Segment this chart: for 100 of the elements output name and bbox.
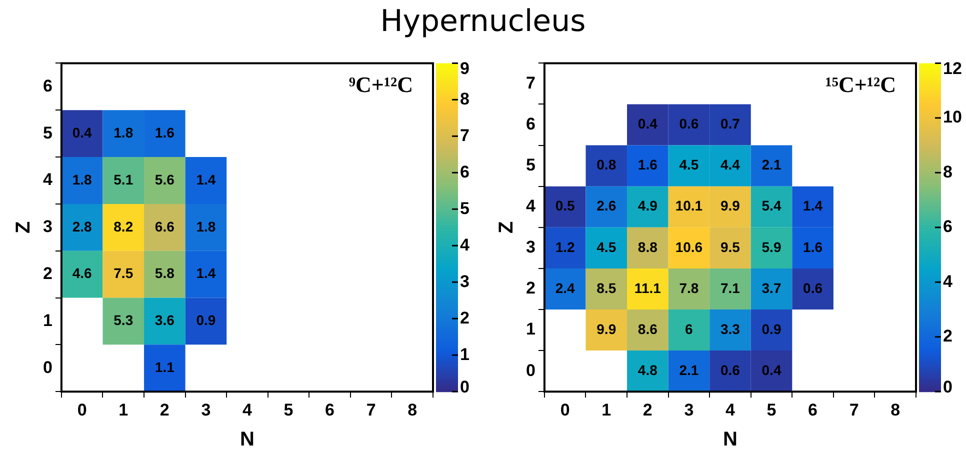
data-label: 0.4 [638, 116, 658, 132]
data-label: 6 [685, 320, 694, 337]
y-tick-label: 2 [526, 278, 536, 298]
y-axis-title: Z [12, 221, 35, 234]
color-bar-label: 2 [943, 326, 952, 346]
color-bar-label: 7 [460, 126, 470, 145]
x-tick-label: 6 [325, 400, 335, 420]
y-tick-label: 1 [526, 320, 536, 339]
data-label: 6.6 [154, 218, 175, 234]
data-label: 5.9 [762, 238, 782, 255]
color-bar-label: 5 [460, 198, 470, 218]
y-tick-label: 1 [42, 310, 52, 330]
x-tick-label: 5 [284, 400, 294, 420]
data-label: 8.6 [638, 320, 658, 337]
color-bar-label: 12 [943, 58, 962, 78]
data-label: 1.2 [555, 238, 576, 255]
data-label: 3.6 [154, 312, 175, 328]
x-tick-label: 5 [766, 400, 776, 420]
data-label: 9.5 [720, 238, 740, 255]
x-tick-label: 1 [602, 400, 612, 420]
data-label: 5.8 [154, 265, 175, 282]
color-bar-label: 0 [460, 377, 470, 396]
y-tick-label: 3 [42, 217, 52, 236]
x-axis-title: N [723, 428, 738, 451]
color-bar-label: 8 [460, 89, 470, 108]
y-tick-label: 4 [42, 170, 53, 190]
data-label: 1.8 [196, 218, 216, 234]
data-label: 8.8 [638, 238, 658, 255]
x-tick-label: 2 [642, 400, 652, 420]
y-tick-label: 5 [526, 156, 536, 175]
y-tick-label: 4 [526, 196, 536, 216]
data-label: 2.8 [72, 218, 92, 234]
data-label: 1.8 [114, 124, 134, 140]
data-label: 0.8 [596, 156, 616, 173]
data-label: 1.4 [803, 198, 823, 214]
data-label: 11.1 [634, 280, 662, 296]
data-label: 10.1 [675, 198, 703, 214]
color-bar-label: 10 [943, 108, 962, 127]
x-tick-label: 6 [808, 400, 818, 420]
x-tick-label: 7 [849, 400, 859, 420]
x-tick-label: 4 [725, 400, 736, 420]
data-label: 2.1 [762, 156, 782, 173]
data-label: 0.7 [720, 116, 740, 132]
y-tick-label: 0 [526, 360, 536, 380]
x-tick-label: 2 [160, 400, 170, 420]
data-label: 0.6 [720, 362, 740, 378]
data-label: 1.6 [638, 156, 658, 173]
data-label: 4.5 [596, 238, 616, 255]
x-tick-label: 8 [408, 400, 418, 420]
data-label: 0.6 [803, 280, 823, 296]
data-label: 0.4 [762, 362, 782, 378]
annotation: ¹⁵C+¹²C [825, 72, 896, 97]
x-tick-label: 3 [201, 400, 211, 420]
chart-title: Hypernucleus [379, 4, 587, 39]
data-label: 2.6 [596, 198, 616, 214]
x-tick-label: 0 [77, 400, 87, 420]
color-bar-label: 9 [460, 58, 470, 78]
x-tick-label: 0 [560, 400, 570, 420]
data-label: 1.8 [72, 171, 92, 188]
data-label: 2.1 [679, 362, 699, 378]
color-bar-label: 0 [943, 377, 952, 396]
data-label: 7.5 [114, 265, 134, 282]
x-tick-label: 7 [366, 400, 376, 420]
data-label: 10.6 [675, 238, 703, 255]
data-label: 7.8 [679, 280, 699, 296]
y-tick-label: 2 [42, 264, 52, 283]
y-tick-label: 7 [526, 73, 536, 92]
data-label: 0.9 [196, 312, 216, 328]
data-label: 0.4 [72, 124, 92, 140]
data-label: 4.4 [720, 156, 740, 173]
data-label: 0.5 [555, 198, 576, 214]
data-label: 5.3 [114, 312, 134, 328]
y-tick-label: 6 [42, 76, 52, 96]
data-label: 0.6 [679, 116, 699, 132]
data-label: 9.9 [596, 320, 616, 337]
color-bar-label: 3 [460, 272, 470, 291]
data-label: 7.1 [720, 280, 740, 296]
data-label: 1.4 [196, 171, 216, 188]
color-bar-label: 8 [943, 162, 952, 182]
data-label: 3.3 [720, 320, 740, 337]
x-tick-label: 4 [242, 400, 252, 420]
data-label: 9.9 [720, 198, 740, 214]
data-label: 8.2 [114, 218, 134, 234]
x-axis-title: N [240, 428, 254, 451]
data-label: 8.5 [596, 280, 616, 296]
data-label: 5.6 [154, 171, 175, 188]
data-label: 5.1 [114, 171, 134, 188]
color-bar-label: 4 [460, 235, 470, 254]
data-label: 4.5 [679, 156, 699, 173]
x-tick-label: 3 [684, 400, 694, 420]
y-tick-label: 6 [526, 114, 536, 134]
annotation: ⁹C+¹²C [348, 72, 413, 97]
color-bar-label: 1 [460, 344, 470, 364]
data-label: 4.9 [638, 198, 658, 214]
data-label: 1.1 [154, 359, 175, 375]
data-label: 4.8 [638, 362, 658, 378]
y-tick-label: 0 [42, 358, 52, 377]
data-label: 0.9 [762, 320, 782, 337]
data-label: 4.6 [72, 265, 92, 282]
data-label: 5.4 [762, 198, 782, 214]
